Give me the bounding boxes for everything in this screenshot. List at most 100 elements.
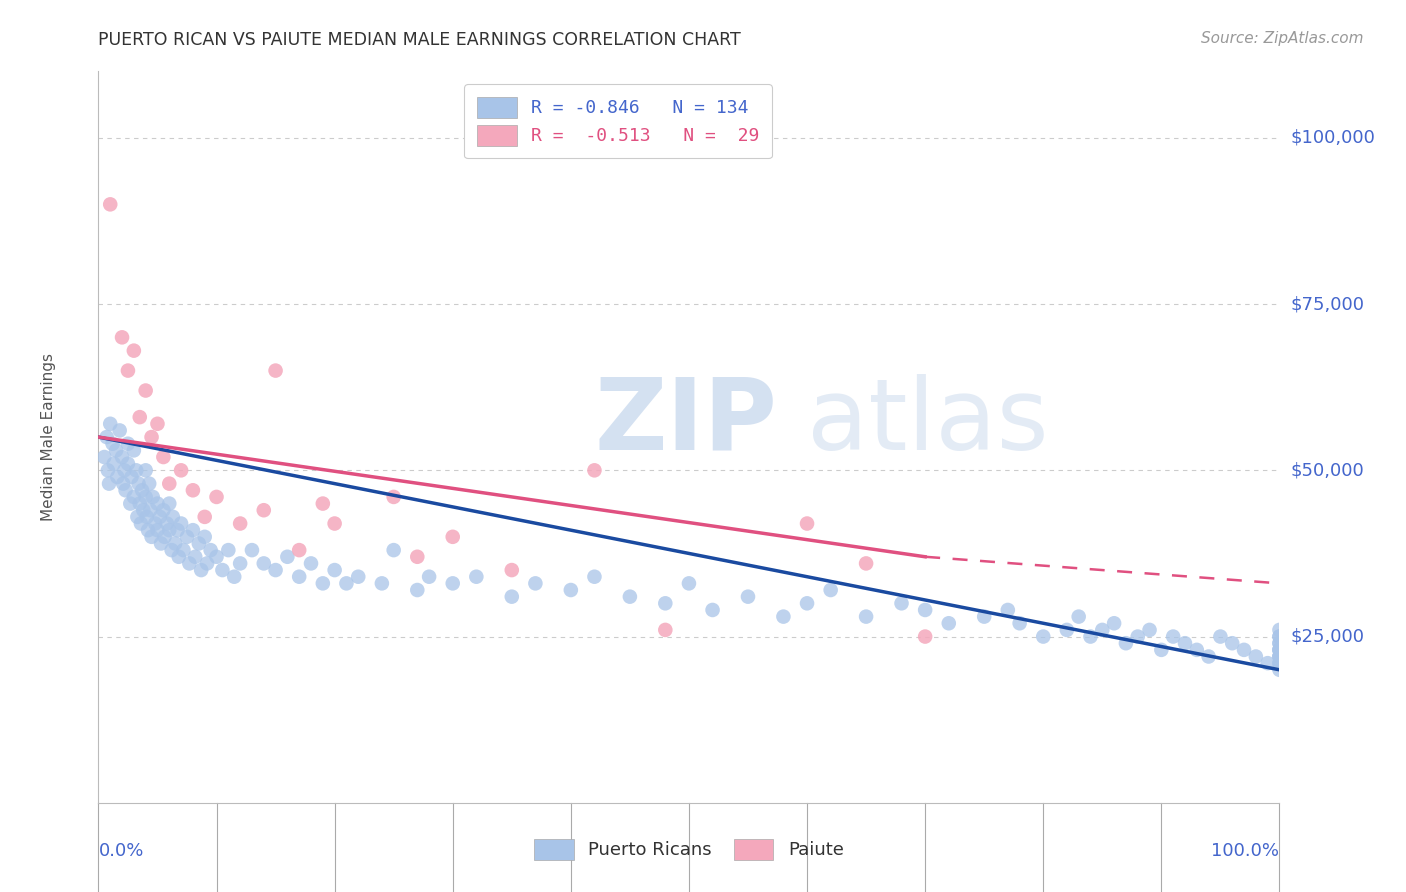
Point: [111, 450, 134, 464]
Point: [1268, 636, 1291, 650]
Point: [181, 523, 204, 537]
Point: [1268, 636, 1291, 650]
Point: [973, 609, 995, 624]
Point: [149, 509, 172, 524]
Point: [1032, 630, 1054, 644]
Point: [152, 450, 174, 464]
Point: [194, 530, 217, 544]
Point: [1008, 616, 1031, 631]
Point: [93, 450, 115, 464]
Point: [441, 576, 464, 591]
Point: [1268, 649, 1291, 664]
Point: [128, 497, 150, 511]
Point: [157, 497, 180, 511]
Point: [162, 509, 184, 524]
Point: [253, 503, 276, 517]
Point: [1244, 649, 1267, 664]
Legend: Puerto Ricans, Paiute: Puerto Ricans, Paiute: [527, 831, 851, 867]
Point: [135, 384, 157, 398]
Point: [264, 563, 287, 577]
Point: [114, 483, 136, 498]
Text: PUERTO RICAN VS PAIUTE MEDIAN MALE EARNINGS CORRELATION CHART: PUERTO RICAN VS PAIUTE MEDIAN MALE EARNI…: [98, 31, 741, 49]
Point: [1091, 623, 1114, 637]
Point: [122, 443, 145, 458]
Point: [323, 563, 346, 577]
Point: [152, 503, 174, 517]
Point: [1268, 630, 1291, 644]
Point: [122, 490, 145, 504]
Point: [335, 576, 357, 591]
Point: [1268, 643, 1291, 657]
Point: [560, 582, 582, 597]
Point: [1268, 643, 1291, 657]
Point: [1139, 623, 1161, 637]
Point: [1115, 636, 1137, 650]
Point: [312, 576, 335, 591]
Point: [128, 476, 150, 491]
Point: [131, 483, 153, 498]
Point: [796, 596, 818, 610]
Point: [406, 549, 429, 564]
Point: [299, 557, 322, 571]
Point: [135, 509, 157, 524]
Text: atlas: atlas: [807, 374, 1049, 471]
Point: [194, 509, 217, 524]
Point: [205, 549, 228, 564]
Point: [181, 483, 204, 498]
Point: [122, 343, 145, 358]
Point: [312, 497, 335, 511]
Point: [141, 430, 163, 444]
Point: [583, 570, 606, 584]
Point: [914, 630, 936, 644]
Point: [418, 570, 440, 584]
Point: [112, 476, 135, 491]
Point: [117, 436, 139, 450]
Point: [1126, 630, 1149, 644]
Point: [120, 497, 142, 511]
Point: [583, 463, 606, 477]
Point: [172, 543, 194, 558]
Point: [139, 503, 162, 517]
Point: [465, 570, 488, 584]
Point: [1257, 656, 1279, 670]
Point: [441, 530, 464, 544]
Point: [135, 490, 157, 504]
Point: [160, 543, 183, 558]
Point: [1174, 636, 1197, 650]
Point: [166, 523, 188, 537]
Point: [229, 557, 252, 571]
Point: [737, 590, 759, 604]
Point: [890, 596, 912, 610]
Point: [914, 603, 936, 617]
Point: [146, 417, 169, 431]
Point: [382, 543, 405, 558]
Point: [132, 503, 155, 517]
Point: [179, 557, 201, 571]
Point: [143, 516, 166, 531]
Point: [167, 549, 190, 564]
Point: [501, 590, 523, 604]
Point: [135, 463, 157, 477]
Point: [205, 490, 228, 504]
Point: [97, 463, 120, 477]
Point: [1268, 623, 1291, 637]
Text: ZIP: ZIP: [595, 374, 778, 471]
Point: [702, 603, 724, 617]
Point: [187, 536, 209, 550]
Text: Median Male Earnings: Median Male Earnings: [41, 353, 56, 521]
Point: [820, 582, 842, 597]
Point: [157, 523, 180, 537]
Point: [347, 570, 370, 584]
Point: [229, 516, 252, 531]
Point: [1220, 636, 1243, 650]
Point: [654, 623, 676, 637]
Point: [141, 530, 163, 544]
Text: $25,000: $25,000: [1291, 628, 1365, 646]
Point: [371, 576, 394, 591]
Point: [211, 563, 233, 577]
Point: [1150, 643, 1173, 657]
Point: [323, 516, 346, 531]
Point: [98, 197, 121, 211]
Point: [217, 543, 239, 558]
Point: [128, 410, 150, 425]
